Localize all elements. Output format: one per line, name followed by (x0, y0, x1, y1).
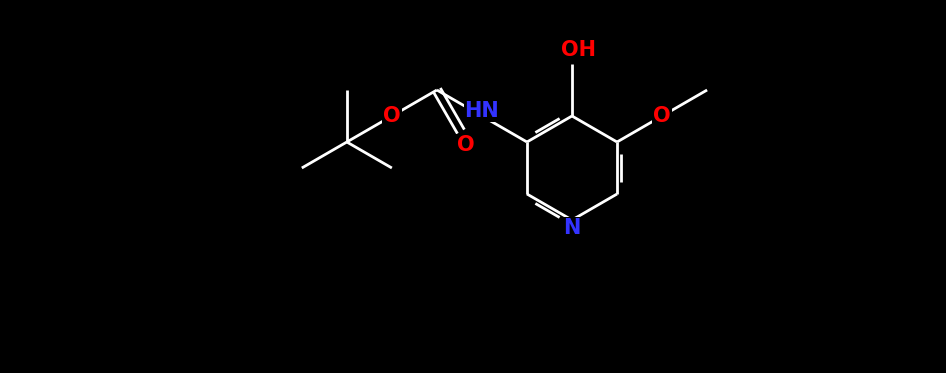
Text: N: N (563, 218, 581, 238)
Text: O: O (654, 106, 671, 126)
Text: OH: OH (562, 40, 597, 60)
Text: HN: HN (464, 101, 499, 121)
Text: O: O (457, 135, 475, 154)
Text: O: O (383, 106, 401, 126)
